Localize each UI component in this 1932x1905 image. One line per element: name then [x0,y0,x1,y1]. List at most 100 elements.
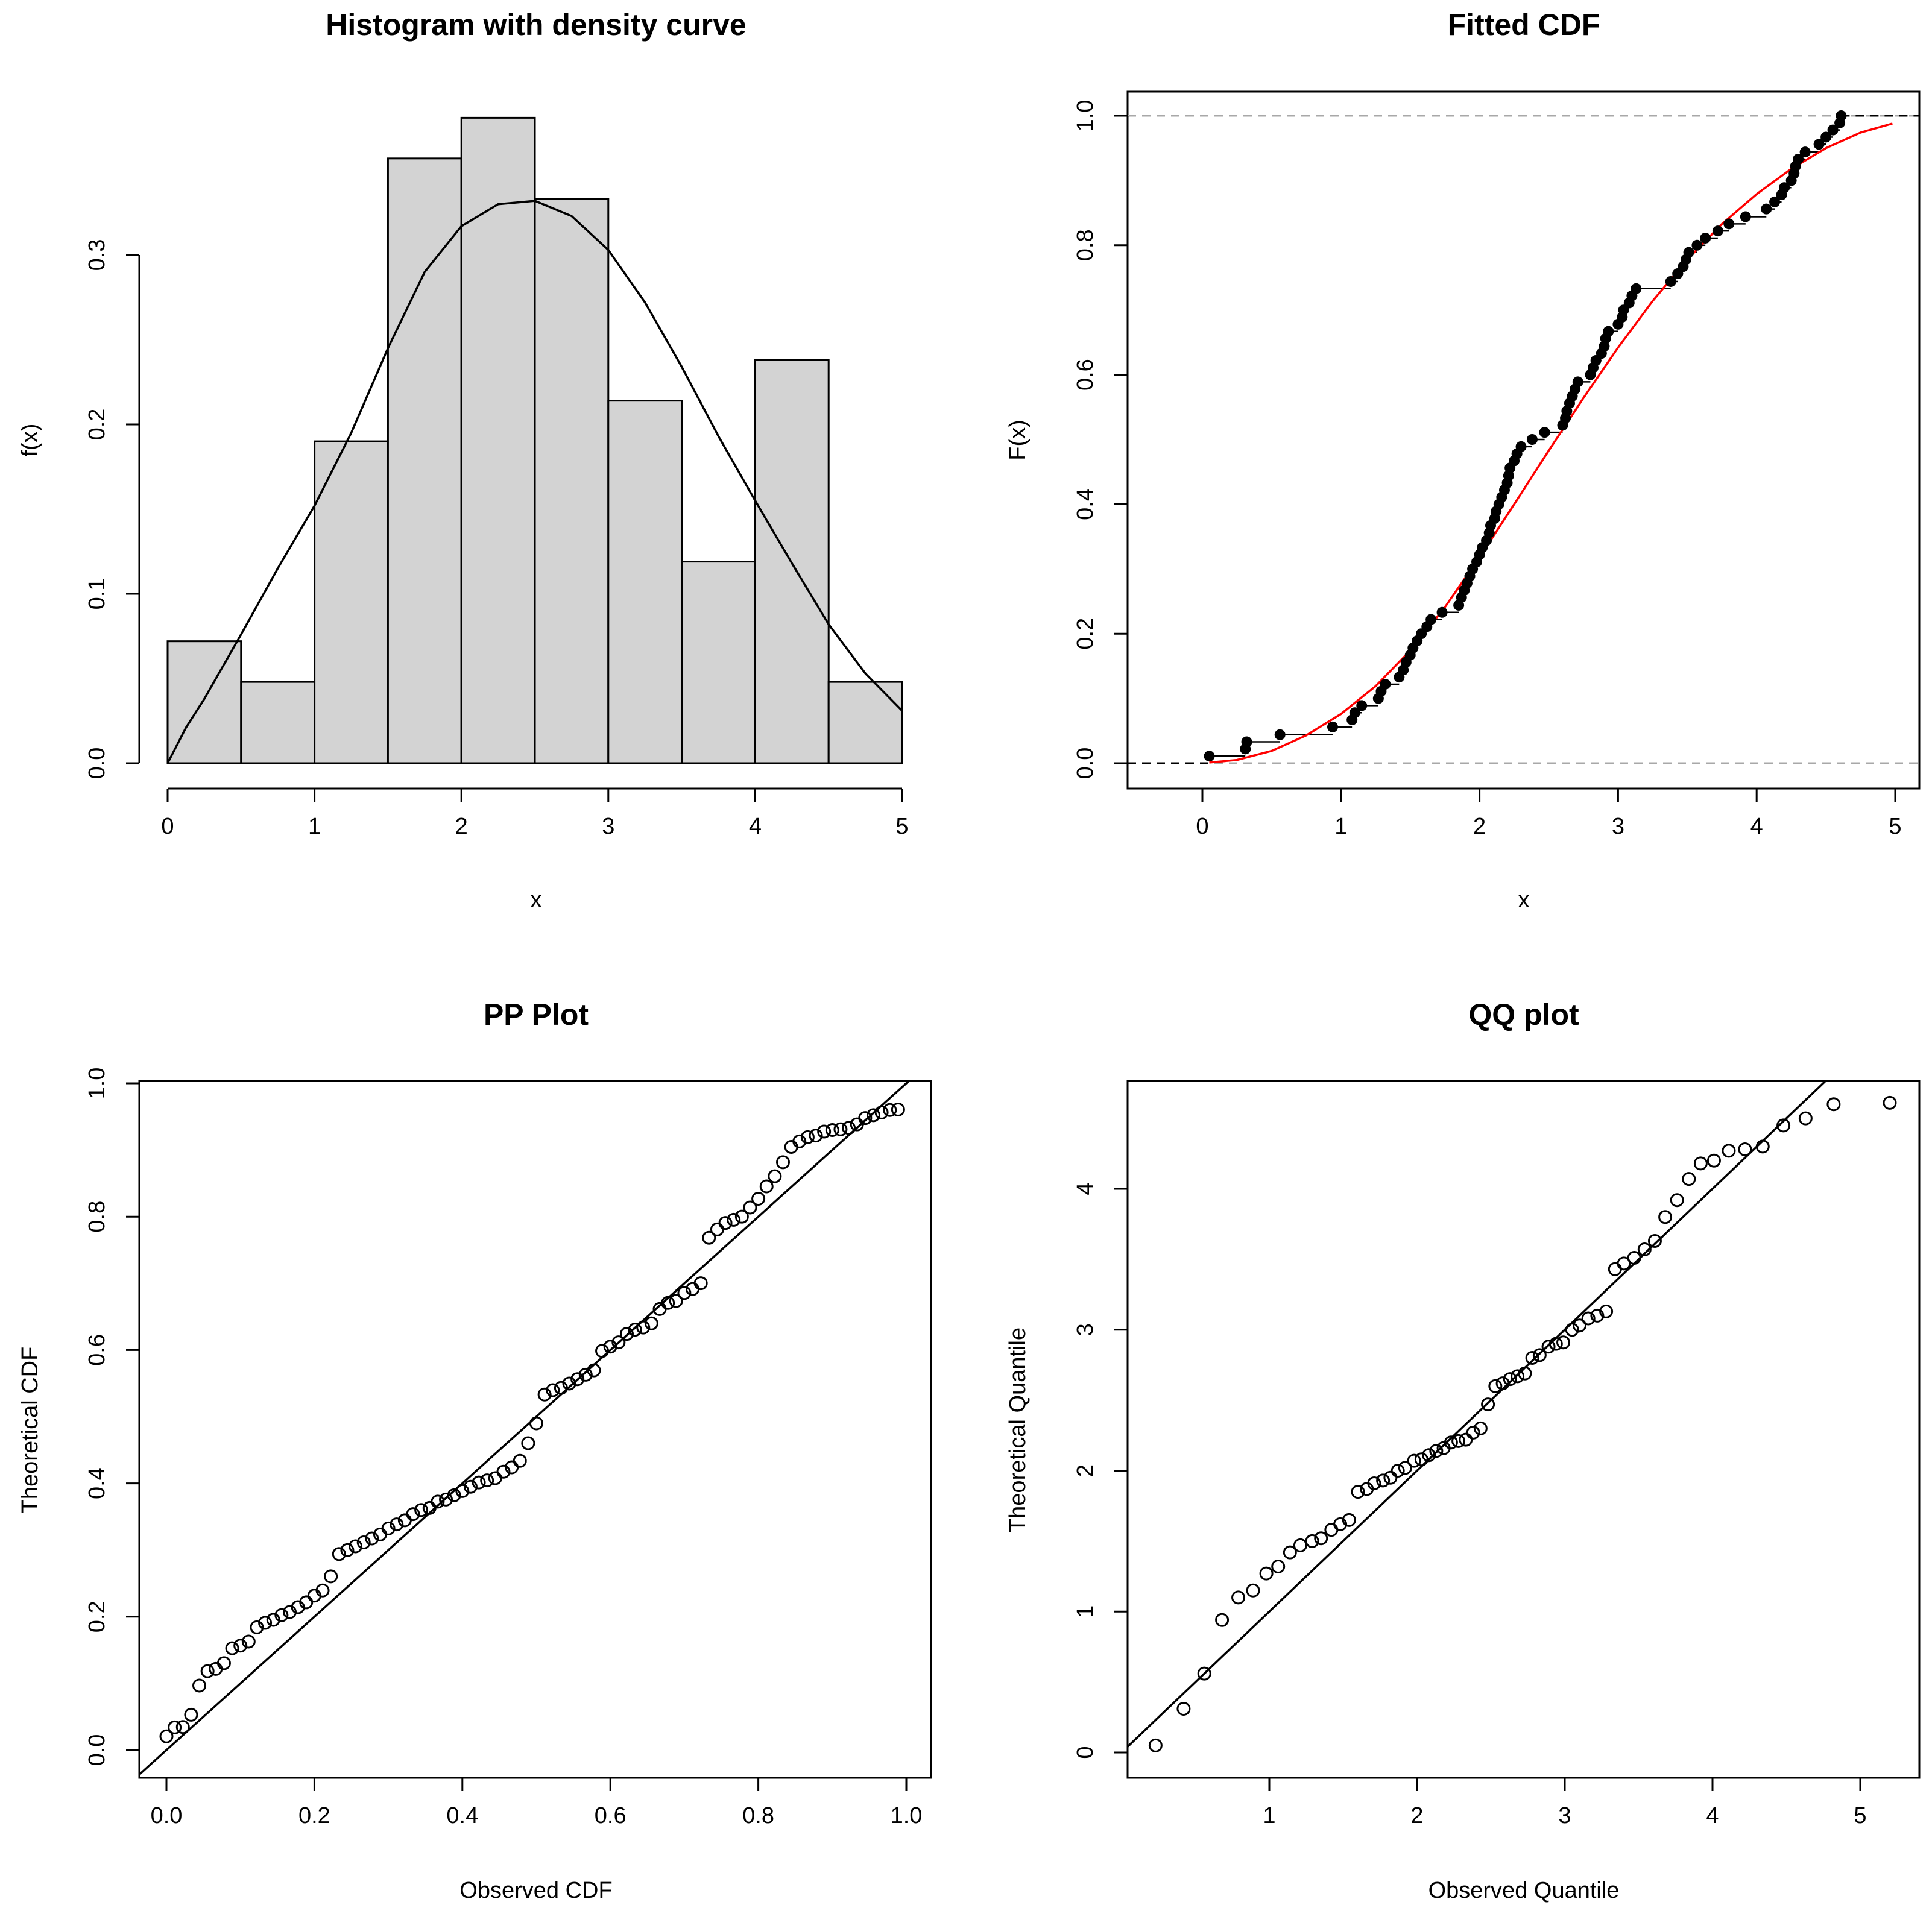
histogram-y-axis-tick-label: 0.3 [84,239,110,271]
ecdf-point [1836,110,1847,121]
cdf-x-axis-tick-label: 4 [1750,814,1763,839]
qq-x-axis-tick-label: 1 [1263,1803,1275,1828]
qq-points [1148,1095,1897,1752]
pp-point [168,1720,182,1734]
qq-point [1231,1590,1246,1605]
ecdf-point [1631,283,1642,294]
pp-point [578,1367,593,1382]
qq-point [1293,1538,1307,1552]
qq-point [1271,1559,1286,1573]
ecdf-point [1793,153,1804,165]
qq-point [1525,1351,1539,1365]
cdf-y-label: F(x) [1005,420,1031,461]
cdf-y-axis-tick-label: 0.8 [1073,229,1098,261]
pp-point [356,1535,371,1550]
pp-point [274,1608,289,1622]
qq-point [1473,1421,1488,1435]
qq-y-axis-tick-label: 3 [1073,1323,1098,1336]
ecdf-point [1356,700,1368,711]
qq-point [1883,1095,1897,1110]
qq-y-axis-tick-label: 2 [1073,1464,1098,1477]
qq-point [1581,1311,1596,1326]
pp-y-axis-tick-label: 0.0 [84,1734,110,1766]
qq-x-axis-tick-label: 5 [1854,1803,1866,1828]
cdf-x-axis-tick-label: 1 [1334,814,1347,839]
qq-point [1148,1738,1163,1752]
qq-point [1215,1613,1230,1627]
pp-point [866,1108,880,1123]
cdf-x-label: x [1518,887,1530,913]
qq-point [1706,1153,1721,1168]
qq-point [1532,1348,1547,1362]
pp-y-axis-tick-label: 0.4 [84,1467,110,1499]
ecdf-point [1723,218,1735,230]
qq-point [1738,1142,1752,1157]
qq-point [1503,1372,1517,1387]
pp-point [529,1416,543,1431]
pp-point [513,1453,527,1468]
pp-point [833,1122,848,1136]
qq-point [1414,1452,1428,1467]
qq-point [1518,1366,1532,1381]
pp-point [546,1383,560,1397]
pp-point [562,1376,576,1391]
histogram-x-axis: 0 1 2 3 4 5 [161,787,909,839]
qq-point [1391,1464,1405,1478]
pp-point [349,1539,363,1554]
ecdf-point [1327,721,1339,732]
pp-point [250,1620,264,1634]
pp-point [693,1276,708,1291]
cdf-reference-lines [1128,115,1919,764]
pp-point [776,1155,790,1170]
ecdf-point [1665,276,1676,287]
qq-panel: QQ plot Observed Quantile Theoretical Qu… [1005,998,1921,1903]
pp-panel: PP Plot Observed CDF Theoretical CDF 0.0… [17,998,932,1903]
pp-point [743,1200,757,1215]
pp-x-axis-tick-label: 1.0 [891,1803,923,1828]
qq-point [1658,1210,1673,1224]
qq-x-axis-tick-label: 4 [1706,1803,1719,1828]
pp-point [324,1569,338,1584]
pp-point [644,1316,658,1330]
pp-title: PP Plot [484,998,589,1031]
ecdf-point [1603,326,1614,337]
pp-point [192,1678,207,1693]
cdf-y-axis-tick-label: 0.6 [1073,359,1098,391]
pp-point [661,1296,675,1310]
pp-point [200,1664,215,1678]
pp-y-axis: 0.0 0.2 0.4 0.6 0.8 1.0 [84,1068,140,1766]
qq-point [1444,1435,1458,1450]
qq-point [1826,1097,1841,1112]
pp-point [537,1387,552,1402]
pp-point [258,1616,273,1630]
pp-point [891,1103,905,1117]
pp-x-axis-tick-label: 0.8 [742,1803,774,1828]
pp-y-label: Theoretical CDF [17,1347,43,1514]
qq-x-axis-tick-label: 2 [1410,1803,1423,1828]
pp-point [768,1169,782,1183]
pp-x-axis-tick-label: 0.4 [446,1803,478,1828]
qq-point [1573,1318,1586,1333]
pp-points [159,1103,905,1743]
pp-point [611,1335,626,1350]
ecdf-point [1691,239,1703,251]
pp-point [825,1123,839,1138]
pp-point [406,1507,420,1522]
ecdf-point [1539,427,1550,438]
histogram-bar [387,157,462,764]
qq-x-axis-tick-label: 3 [1558,1803,1571,1828]
histogram-bars [166,116,903,764]
qq-point [1798,1111,1813,1126]
ecdf-point [1683,247,1694,258]
pp-point [636,1320,651,1335]
ecdf-point [1712,225,1723,237]
pp-point [595,1344,610,1358]
pp-point [439,1492,453,1507]
histogram-bar [166,640,242,764]
pp-x-axis: 0.0 0.2 0.4 0.6 0.8 1.0 [151,1777,923,1828]
pp-point [447,1488,461,1502]
pp-point [463,1479,478,1494]
qq-point [1776,1118,1791,1133]
qq-point [1627,1251,1641,1265]
ecdf-point [1274,729,1286,740]
